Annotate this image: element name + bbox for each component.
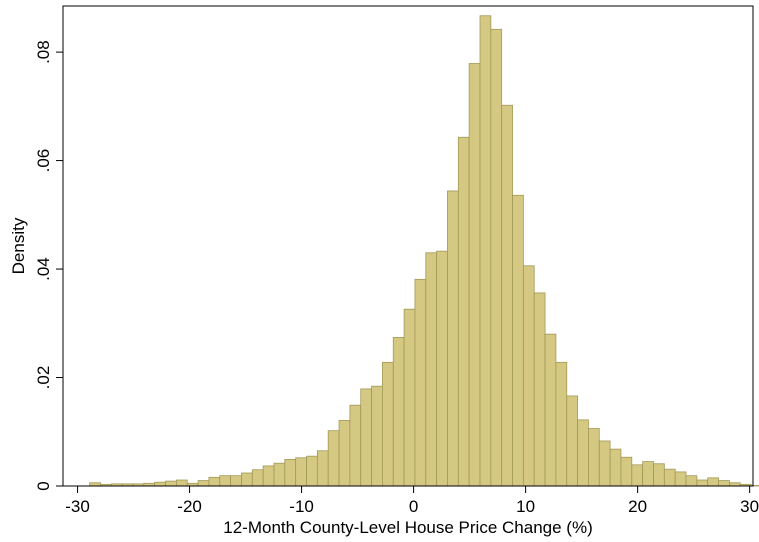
histogram-bar xyxy=(306,455,318,487)
histogram-bar xyxy=(176,479,188,487)
histogram-bar xyxy=(490,28,503,487)
histogram-bar xyxy=(609,448,622,487)
y-axis-title: Density xyxy=(9,217,28,274)
x-tick-label: -30 xyxy=(65,497,90,516)
histogram-bar xyxy=(230,475,242,487)
x-tick-label: -10 xyxy=(289,497,314,516)
histogram-bar xyxy=(262,465,275,487)
y-tick-label: .06 xyxy=(34,149,53,173)
histogram-bar xyxy=(566,395,578,487)
plot-frame xyxy=(62,5,754,487)
histogram-bar xyxy=(154,481,166,487)
histogram-bar xyxy=(674,471,687,487)
bars-group xyxy=(89,15,759,487)
histogram-bar xyxy=(512,194,524,487)
histogram-bar xyxy=(436,250,448,487)
histogram-bar xyxy=(577,419,589,487)
histogram-bar xyxy=(360,388,372,487)
histogram-bar xyxy=(414,278,427,487)
y-tick-label: .04 xyxy=(34,257,53,281)
x-tick-label: 0 xyxy=(409,497,418,516)
histogram-bar xyxy=(631,464,644,487)
y-tick-label: .02 xyxy=(34,366,53,390)
histogram-bar xyxy=(219,475,232,487)
histogram-bar xyxy=(316,450,329,487)
histogram-bar xyxy=(208,476,221,487)
x-tick-label: 30 xyxy=(740,497,759,516)
histogram-bar xyxy=(598,440,611,487)
histogram-bar xyxy=(642,461,654,487)
y-axis: 0 .02 .04 .06 .08 xyxy=(34,40,63,491)
histogram-bar xyxy=(588,428,600,487)
histogram-bar xyxy=(501,104,513,487)
histogram-bar xyxy=(295,457,307,487)
histogram-bar xyxy=(479,15,492,487)
histogram-bar xyxy=(349,404,362,487)
histogram-bar xyxy=(696,479,709,487)
y-tick-label: 0 xyxy=(34,481,53,490)
histogram-bar xyxy=(522,265,535,487)
histogram-bar xyxy=(663,468,676,487)
x-axis: -30 -20 -10 0 10 20 30 xyxy=(65,486,759,516)
x-tick-label: 10 xyxy=(516,497,535,516)
histogram-bar xyxy=(544,333,557,487)
x-axis-title: 12-Month County-Level House Price Change… xyxy=(223,518,592,537)
histogram-bar xyxy=(707,477,719,487)
histogram-bar xyxy=(718,480,730,487)
histogram-bar xyxy=(382,361,394,487)
histogram-bar xyxy=(447,190,459,487)
histogram-bar xyxy=(620,456,633,487)
y-tick-label: .08 xyxy=(34,40,53,64)
histogram-bar xyxy=(338,419,351,487)
histogram-bar xyxy=(555,361,568,487)
x-tick-label: -20 xyxy=(177,497,202,516)
histogram-bar xyxy=(241,472,253,487)
histogram-bar xyxy=(685,475,698,487)
histogram-bar xyxy=(392,336,405,487)
x-tick-label: 20 xyxy=(628,497,647,516)
histogram-bar xyxy=(327,430,340,487)
histogram-bar xyxy=(273,462,286,487)
histogram-bar xyxy=(533,292,546,487)
histogram-bar xyxy=(197,480,210,487)
histogram-bar xyxy=(457,136,470,487)
histogram-bar xyxy=(165,480,177,487)
histogram-bar xyxy=(284,459,297,487)
histogram-bar xyxy=(403,308,416,487)
histogram-bar xyxy=(468,63,481,487)
histogram-bar xyxy=(653,463,665,487)
histogram-bar xyxy=(251,469,264,487)
histogram-bar xyxy=(425,252,438,487)
histogram-bar xyxy=(371,385,383,487)
